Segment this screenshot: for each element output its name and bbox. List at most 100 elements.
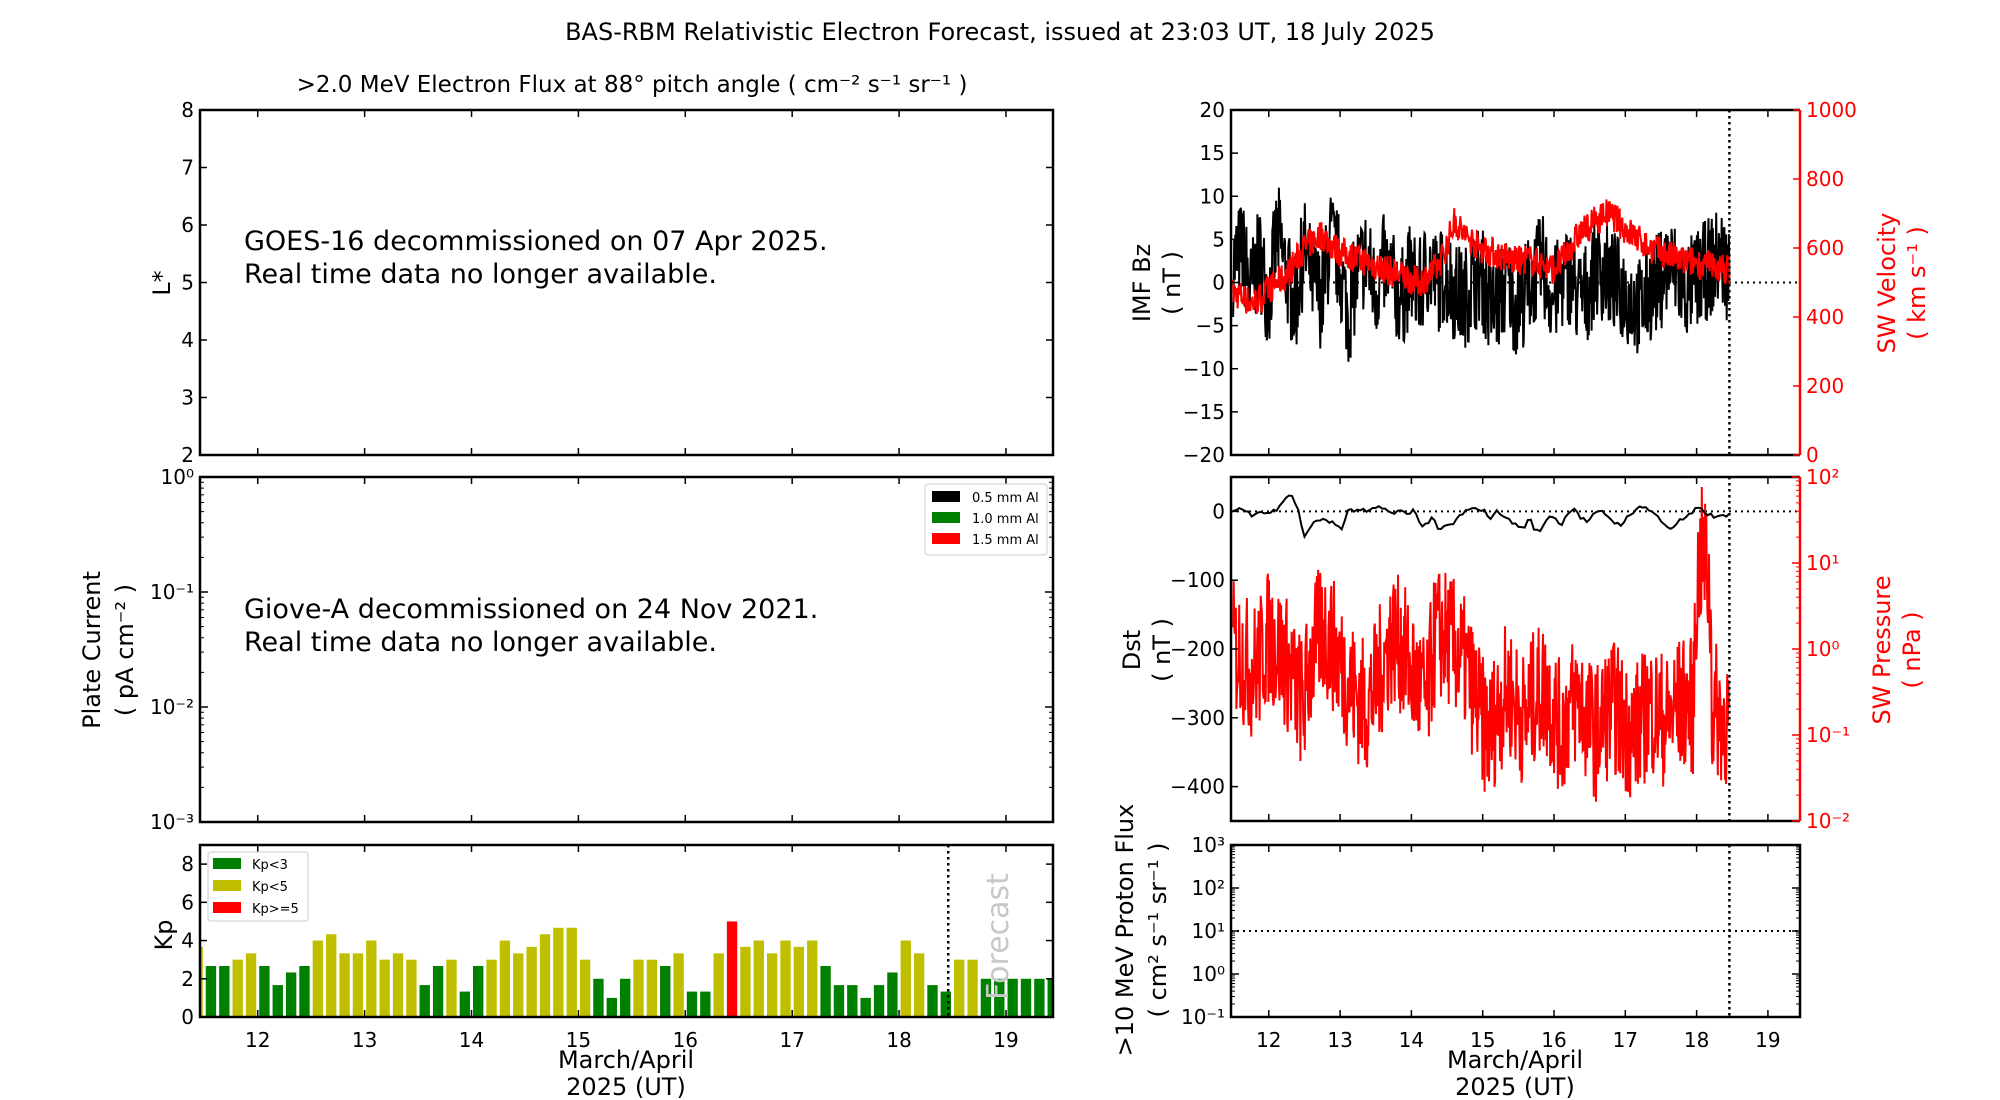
sw-pressure-ylabel: SW Pressure — [1868, 575, 1896, 724]
y-tick-label: 6 — [181, 213, 194, 237]
kp-bar — [633, 959, 644, 1017]
dst-yticks: −400 −300 −200 −100 0 — [1170, 499, 1238, 799]
y2-tick-label: 0 — [1806, 443, 1819, 467]
y-tick-label: 10⁻¹ — [1806, 723, 1850, 747]
legend-label-0.5mm: 0.5 mm Al — [972, 491, 1039, 506]
kp-bar — [900, 940, 911, 1017]
electron-flux-yticks: 2 3 4 5 6 7 8 — [181, 98, 1053, 467]
sw-velocity-series — [1232, 199, 1731, 315]
sw-pressure-ylabel-units: ( nPa ) — [1898, 611, 1926, 688]
y-tick-label: −5 — [1196, 314, 1225, 338]
proton-ylabel: >10 MeV Proton Flux — [1111, 804, 1139, 1057]
y-tick-label: 2 — [181, 443, 194, 467]
kp-xticks: 12 13 14 15 16 17 18 19 — [245, 845, 1019, 1052]
electron-flux-ylabel: L* — [148, 270, 176, 295]
kp-bar — [686, 991, 698, 1017]
legend-swatch-1.0mm — [932, 512, 960, 523]
x-tick-label: 12 — [1256, 1028, 1281, 1052]
y2-tick-label: 1000 — [1806, 98, 1857, 122]
kp-bar — [873, 985, 885, 1017]
dst-series — [1232, 494, 1731, 540]
kp-bar — [1047, 978, 1053, 1017]
kp-bar — [259, 965, 270, 1017]
kp-xlabel-2: 2025 (UT) — [566, 1073, 686, 1100]
y-tick-label: 10⁰ — [161, 465, 194, 489]
y-tick-label: 10² — [1192, 876, 1225, 900]
plate-current-panel: 10⁻³ 10⁻² 10⁻¹ 10⁰ Plate Current ( pA cm⁻² … — [78, 465, 1055, 834]
x-tick-label: 19 — [993, 1028, 1018, 1052]
kp-bar — [740, 946, 751, 1017]
sw-pressure-yticks: 10⁻² 10⁻¹ 10⁰ 10¹ 10² — [1792, 465, 1850, 833]
dst-ylabel: Dst — [1118, 630, 1146, 670]
x-tick-label: 18 — [886, 1028, 911, 1052]
kp-bar — [673, 953, 684, 1017]
kp-legend: Kp<3 Kp<5 Kp>=5 — [207, 851, 309, 922]
y-tick-label: 6 — [181, 890, 194, 914]
kp-bar — [513, 953, 524, 1017]
plate-current-legend: 0.5 mm Al 1.0 mm Al 1.5 mm Al — [924, 483, 1048, 556]
kp-bar — [619, 978, 631, 1017]
y-tick-label: 4 — [181, 328, 194, 352]
x-tick-label: 12 — [245, 1028, 270, 1052]
y-tick-label: 10¹ — [1192, 919, 1225, 943]
legend-swatch-kp-low — [213, 858, 241, 869]
proton-ylabel-units: ( cm² s⁻¹ sr⁻¹ ) — [1144, 843, 1172, 1018]
y-tick-label: 10⁻¹ — [150, 580, 194, 604]
kp-bar — [753, 940, 764, 1017]
kp-bar — [726, 921, 738, 1017]
imf-yticks: −20 −15 −10 −5 0 5 10 15 20 — [1183, 98, 1238, 467]
y-tick-label: 10³ — [1192, 833, 1225, 857]
kp-bar — [539, 934, 551, 1017]
legend-label-kp-high: Kp>=5 — [252, 902, 299, 917]
proton-flux-panel: 10⁻¹ 10⁰ 10¹ 10² 10³ 12 13 14 15 16 17 18 19 >10 Me… — [1111, 804, 1802, 1100]
kp-bar — [887, 972, 898, 1017]
legend-label-1.5mm: 1.5 mm Al — [972, 533, 1039, 548]
kp-bar — [299, 965, 310, 1017]
y-tick-label: 5 — [181, 271, 194, 295]
kp-bar — [205, 965, 217, 1017]
y-tick-label: 8 — [181, 852, 194, 876]
kp-bar — [780, 940, 791, 1017]
x-tick-label: 18 — [1684, 1028, 1709, 1052]
x-tick-label: 13 — [1327, 1028, 1352, 1052]
y-tick-label: 20 — [1200, 98, 1225, 122]
x-tick-label: 16 — [1541, 1028, 1566, 1052]
x-tick-label: 13 — [352, 1028, 377, 1052]
legend-label-1.0mm: 1.0 mm Al — [972, 512, 1039, 527]
y-tick-label: −20 — [1183, 443, 1225, 467]
y-tick-label: 7 — [181, 156, 194, 180]
kp-bar — [339, 953, 350, 1017]
y-tick-label: 5 — [1212, 227, 1225, 251]
kp-bar — [940, 991, 952, 1017]
plate-current-message-1: Giove-A decommissioned on 24 Nov 2021. — [244, 594, 818, 625]
kp-bar — [606, 997, 617, 1017]
kp-bar — [446, 959, 457, 1017]
electron-flux-title: >2.0 MeV Electron Flux at 88° pitch angl… — [297, 72, 968, 98]
proton-xlabel-2: 2025 (UT) — [1455, 1073, 1575, 1100]
legend-label-kp-low: Kp<3 — [252, 858, 288, 873]
kp-bar — [646, 959, 658, 1017]
x-tick-label: 14 — [459, 1028, 484, 1052]
kp-bar — [967, 959, 978, 1017]
y-tick-label: 10⁰ — [1806, 637, 1839, 661]
y-tick-label: 0 — [1212, 499, 1225, 523]
y-tick-label: 8 — [181, 98, 194, 122]
plate-current-yticks: 10⁻³ 10⁻² 10⁻¹ 10⁰ — [150, 465, 1053, 834]
kp-bar — [499, 940, 511, 1017]
y-tick-label: 0 — [1212, 271, 1225, 295]
kp-bar — [366, 940, 377, 1017]
plate-current-ylabel: Plate Current — [78, 571, 106, 729]
electron-flux-message-1: GOES-16 decommissioned on 07 Apr 2025. — [244, 226, 828, 257]
kp-bar — [526, 946, 537, 1017]
kp-bar — [232, 959, 243, 1017]
y-tick-label: −10 — [1183, 357, 1225, 381]
y-tick-label: 10 — [1200, 184, 1225, 208]
kp-bar — [1034, 978, 1045, 1017]
electron-flux-axes — [198, 108, 1055, 457]
kp-yticks: 0 2 4 6 8 — [181, 852, 1053, 1029]
kp-bar — [927, 985, 938, 1017]
sw-pressure-series — [1232, 486, 1731, 802]
kp-axes — [198, 843, 1055, 1019]
kp-bar — [766, 953, 778, 1017]
